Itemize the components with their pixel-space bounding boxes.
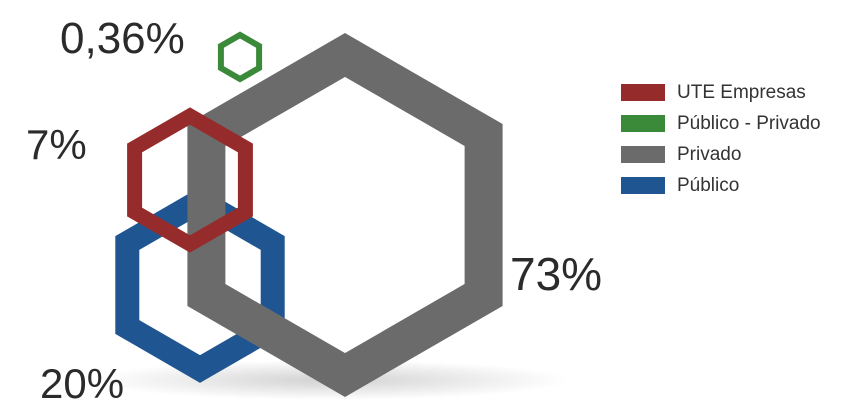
legend-swatch-publico-privado [621, 115, 665, 132]
legend-swatch-ute-empresas [621, 84, 665, 101]
value-label-privado: 73% [510, 248, 602, 300]
legend-label-ute-empresas: UTE Empresas [677, 81, 806, 103]
legend-item-ute-empresas: UTE Empresas [621, 77, 821, 108]
hexagon-ute-empresas [127, 107, 253, 253]
hexagon-publico-privado [217, 31, 263, 83]
value-label-publico-privado: 0,36% [60, 14, 185, 63]
legend-swatch-privado [621, 146, 665, 163]
legend-label-publico-privado: Público - Privado [677, 112, 821, 134]
hexagon-privado [187, 33, 503, 397]
legend: UTE Empresas Público - Privado Privado P… [621, 77, 821, 201]
legend-label-privado: Privado [677, 143, 742, 165]
value-label-ute-empresas: 7% [26, 121, 87, 168]
legend-label-publico: Público [677, 174, 740, 196]
hexagon-publico [115, 187, 285, 383]
legend-item-publico: Público [621, 170, 821, 201]
legend-item-privado: Privado [621, 139, 821, 170]
legend-item-publico-privado: Público - Privado [621, 108, 821, 139]
legend-swatch-publico [621, 177, 665, 194]
value-label-publico: 20% [40, 360, 124, 404]
